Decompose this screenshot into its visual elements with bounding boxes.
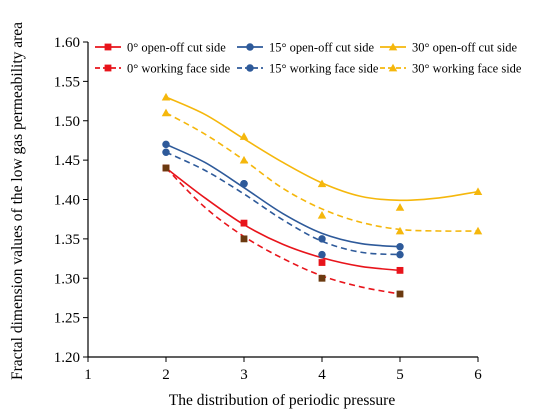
data-point xyxy=(161,108,171,117)
y-tick-label: 1.50 xyxy=(54,114,80,130)
legend-item-3: 30° open-off cut side xyxy=(380,41,518,55)
data-point xyxy=(240,219,248,227)
legend-label: 30° working face side xyxy=(412,62,522,76)
legend-marker xyxy=(104,43,112,51)
legend-item-4: 0° working face side xyxy=(95,62,231,76)
data-point xyxy=(396,250,404,259)
y-tick-label: 1.40 xyxy=(54,193,80,209)
x-tick-label: 3 xyxy=(240,367,248,383)
series-3 xyxy=(161,92,483,211)
y-tick-label: 1.35 xyxy=(54,232,80,248)
data-point xyxy=(318,235,326,243)
x-tick-label: 5 xyxy=(396,367,404,383)
legend-item-5: 15° working face side xyxy=(237,62,379,76)
data-point xyxy=(161,92,171,101)
legend-label: 0° working face side xyxy=(127,62,231,76)
legend-marker xyxy=(388,63,398,72)
x-tick-label: 1 xyxy=(84,367,92,383)
data-point xyxy=(239,155,249,164)
legend-marker xyxy=(104,64,112,72)
y-tick-label: 1.30 xyxy=(54,271,80,287)
series-line xyxy=(165,112,479,232)
y-tick-label: 1.20 xyxy=(54,350,80,366)
series-line xyxy=(165,143,401,248)
plot-area: 1.20 1.25 1.30 1.35 1.40 1.45 1.50 1.55 1.60 1 2 3 4… xyxy=(54,35,483,383)
series-6 xyxy=(161,108,483,235)
series-4 xyxy=(162,164,404,298)
data-point xyxy=(395,203,405,211)
data-point xyxy=(239,132,249,140)
y-axis-title: Fractal dimension values of the low gas … xyxy=(9,22,26,380)
legend-label: 0° open-off cut side xyxy=(127,41,226,55)
data-point xyxy=(317,211,327,219)
data-point xyxy=(240,180,248,188)
data-point xyxy=(318,250,326,259)
data-point xyxy=(317,179,327,188)
y-tick-label: 1.55 xyxy=(54,74,80,90)
data-point xyxy=(396,266,404,274)
data-point xyxy=(162,164,170,172)
data-point xyxy=(395,226,405,235)
x-tick-label: 6 xyxy=(474,367,482,383)
data-point xyxy=(396,243,404,251)
data-point xyxy=(473,187,483,196)
y-tick-label: 1.25 xyxy=(54,311,80,327)
data-point xyxy=(396,290,404,298)
series-line xyxy=(165,167,401,272)
legend-item-2: 15° open-off cut side xyxy=(237,41,375,55)
x-tick-label: 4 xyxy=(318,367,326,383)
series-2 xyxy=(162,140,404,251)
data-point xyxy=(162,148,170,156)
data-point xyxy=(162,140,170,149)
data-point xyxy=(318,259,326,266)
legend-marker xyxy=(388,42,398,51)
series-line xyxy=(165,151,401,256)
y-tick-label: 1.45 xyxy=(54,153,80,169)
legend-label: 15° working face side xyxy=(269,62,379,76)
x-tick-label: 2 xyxy=(162,367,170,383)
data-point xyxy=(318,274,326,282)
legend-label: 30° open-off cut side xyxy=(412,41,518,55)
y-tick-label: 1.60 xyxy=(54,35,80,51)
data-point xyxy=(473,226,483,235)
legend-marker xyxy=(246,64,254,72)
data-point xyxy=(240,235,248,243)
legend-marker xyxy=(246,43,254,51)
series-5 xyxy=(162,148,404,259)
series-line xyxy=(165,167,401,295)
chart-legend: 0° open-off cut side 15° open-off cut sid… xyxy=(95,41,522,76)
legend-item-6: 30° working face side xyxy=(380,62,522,76)
x-axis-title: The distribution of periodic pressure xyxy=(169,392,396,409)
legend-label: 15° open-off cut side xyxy=(269,41,375,55)
legend-item-1: 0° open-off cut side xyxy=(95,41,226,55)
